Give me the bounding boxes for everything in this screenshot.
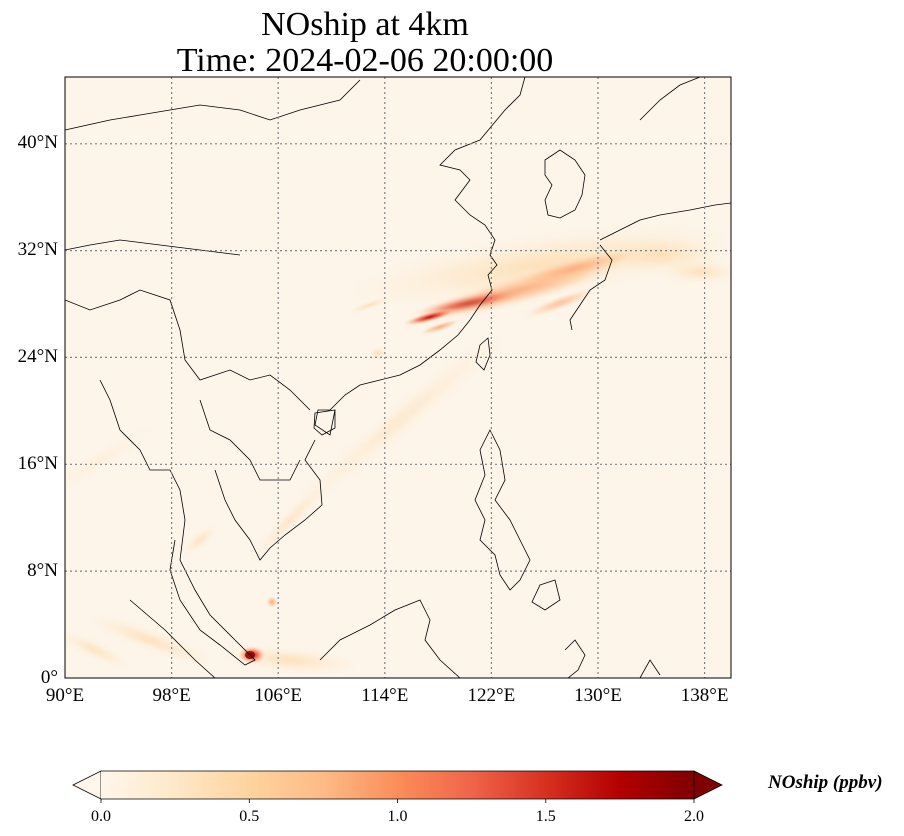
colorbar-tick-1-0: 1.0 — [387, 808, 408, 825]
colorbar-tick-0-5: 0.5 — [239, 808, 260, 825]
lon-tick-130e: 130°E — [574, 685, 622, 706]
lat-tick-24n: 24°N — [17, 346, 58, 367]
chart-title-line2: Time: 2024-02-06 20:00:00 — [176, 42, 554, 79]
lon-tick-98e: 98°E — [152, 685, 191, 706]
lon-tick-114e: 114°E — [361, 685, 409, 706]
map-frame — [64, 76, 732, 679]
colorbar-gradient — [101, 771, 694, 799]
colorbar-extend-min — [72, 770, 102, 800]
lon-tick-90e: 90°E — [45, 685, 85, 706]
colorbar-tick-2-0: 2.0 — [684, 808, 704, 825]
colorbar-tick-1-5: 1.5 — [535, 808, 556, 825]
colorbar-tick-0: 0.0 — [91, 808, 111, 825]
colorbar-label: NOship (ppbv) — [768, 772, 883, 793]
lat-tick-0: 0° — [40, 667, 58, 688]
lon-tick-122e: 122°E — [467, 685, 516, 706]
colorbar-extend-max — [693, 770, 723, 800]
lat-tick-40n: 40°N — [17, 132, 58, 153]
gridlines — [65, 77, 731, 678]
chart-title-line1: NOship at 4km — [261, 6, 469, 43]
lat-tick-8n: 8°N — [27, 560, 58, 581]
coastlines — [65, 77, 731, 678]
concentration-field — [65, 224, 731, 674]
lat-tick-16n: 16°N — [17, 453, 58, 474]
lat-tick-32n: 32°N — [17, 239, 58, 260]
map-background — [65, 77, 731, 678]
lon-tick-106e: 106°E — [254, 685, 303, 706]
lon-tick-138e: 138°E — [680, 685, 729, 706]
